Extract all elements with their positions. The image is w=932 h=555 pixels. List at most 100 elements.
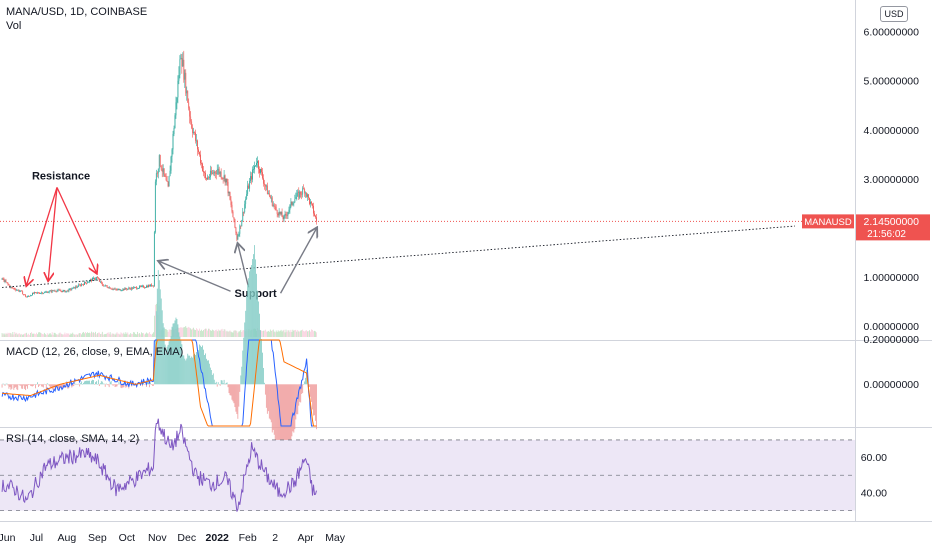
volume-bar <box>104 334 106 337</box>
candle-body <box>188 102 190 109</box>
volume-bar <box>28 333 29 337</box>
macd-histogram-bar <box>169 339 171 385</box>
candle-body <box>132 287 134 289</box>
volume-bar <box>55 334 57 337</box>
candle-body <box>101 283 103 286</box>
candle-body <box>99 281 101 283</box>
volume-bar <box>145 333 146 337</box>
candle-body <box>18 289 20 292</box>
volume-bar <box>169 329 171 337</box>
macd-histogram-bar <box>20 384 22 386</box>
candle-body <box>165 176 167 181</box>
candle-body <box>21 290 23 292</box>
macd-histogram-bar <box>303 384 305 385</box>
volume-bar <box>2 334 4 337</box>
candle-body <box>208 177 210 179</box>
volume-bar <box>284 332 286 337</box>
volume-bar <box>60 333 62 337</box>
macd-histogram-bar <box>157 270 159 385</box>
volume-bar <box>53 332 55 337</box>
volume-bar <box>109 332 111 337</box>
candle-body <box>307 194 309 197</box>
volume-bar <box>302 329 304 337</box>
volume-bar <box>44 334 46 337</box>
volume-bar <box>243 330 245 337</box>
macd-histogram-bar <box>251 265 253 385</box>
macd-histogram-bar <box>288 384 290 453</box>
volume-bar <box>27 334 28 337</box>
candle-body <box>154 181 156 233</box>
macd-histogram-bar <box>208 363 210 385</box>
candle-body <box>60 290 62 292</box>
macd-histogram-bar <box>263 382 265 385</box>
volume-bar <box>234 330 236 337</box>
macd-histogram-bar <box>203 349 204 385</box>
volume-bar <box>312 329 313 337</box>
macd-histogram-bar <box>300 384 302 403</box>
macd-histogram-bar <box>150 384 152 385</box>
macd-histogram-bar <box>33 384 34 386</box>
price-tag-box <box>856 214 930 241</box>
candle-body <box>83 284 84 286</box>
macd-histogram-bar <box>11 384 13 389</box>
macd-histogram-bar <box>150 382 151 385</box>
macd-histogram-bar <box>253 254 254 385</box>
candle-body <box>285 214 287 216</box>
volume-bar <box>152 333 153 337</box>
candle-body <box>277 213 279 216</box>
volume-bar <box>191 329 193 337</box>
volume-bar <box>203 329 204 337</box>
macd-histogram-bar <box>97 379 99 385</box>
macd-histogram-bar <box>210 370 212 385</box>
volume-bar <box>108 333 110 337</box>
candle-body <box>276 210 278 214</box>
macd-histogram-bar <box>3 383 5 385</box>
candle-body <box>269 195 271 199</box>
volume-bar <box>265 331 267 337</box>
candle-body <box>211 172 213 174</box>
candle-body <box>170 156 172 171</box>
volume-bar <box>13 334 15 337</box>
candle-body <box>202 163 203 172</box>
candle-body <box>65 291 67 293</box>
candle-body <box>147 285 148 288</box>
macd-histogram-bar <box>147 381 148 385</box>
macd-histogram-bar <box>113 384 115 385</box>
volume-bar <box>1 333 3 337</box>
macd-histogram-bar <box>121 384 123 389</box>
macd-histogram-bar <box>12 384 14 385</box>
volume-bar <box>209 330 211 337</box>
volume-bar <box>76 334 78 337</box>
currency-button[interactable]: USD <box>880 6 908 22</box>
macd-histogram-bar <box>31 384 32 387</box>
volume-bar <box>30 332 31 337</box>
candle-body <box>66 290 68 292</box>
macd-histogram-bar <box>233 384 235 404</box>
volume-bar <box>89 332 90 337</box>
candle-body <box>57 289 59 291</box>
candle-body <box>310 201 311 204</box>
macd-histogram-bar <box>95 381 97 385</box>
candle-body <box>97 278 99 280</box>
volume-bar <box>212 330 214 337</box>
volume-bar <box>292 329 294 337</box>
time-tick-label: Feb <box>239 532 257 544</box>
macd-histogram-bar <box>40 384 42 387</box>
candle-body <box>203 171 204 173</box>
candle-body <box>262 178 264 184</box>
macd-histogram-bar <box>232 384 234 402</box>
macd-histogram-bar <box>19 384 21 386</box>
macd-histogram-bar <box>50 384 52 388</box>
macd-histogram-bar <box>10 384 12 390</box>
candle-body <box>298 191 300 198</box>
candle-body <box>6 282 8 283</box>
candle-body <box>28 296 29 297</box>
volume-bar <box>62 334 64 337</box>
volume-bar <box>188 326 190 337</box>
macd-histogram-bar <box>199 344 200 385</box>
volume-bar <box>151 334 152 337</box>
candle-body <box>258 161 259 170</box>
volume-bar <box>190 328 192 337</box>
macd-tick-label: 0.00000000 <box>864 379 920 391</box>
